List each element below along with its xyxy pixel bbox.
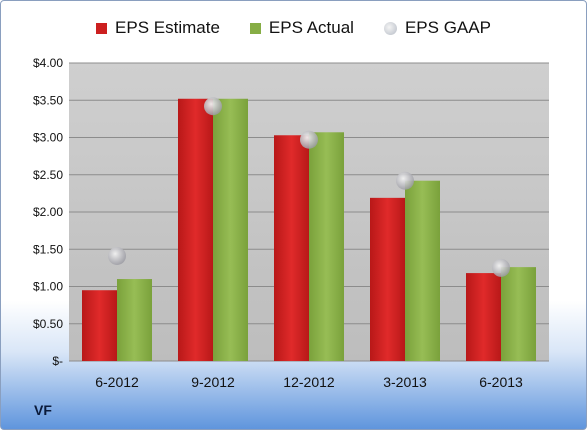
y-tick-label: $3.00 bbox=[33, 131, 63, 145]
x-category-label: 3-2013 bbox=[383, 374, 427, 390]
x-category-label: 6-2013 bbox=[479, 374, 523, 390]
y-tick-label: $2.00 bbox=[33, 205, 63, 219]
company-label: VF bbox=[34, 402, 52, 418]
x-category-label: 9-2012 bbox=[191, 374, 235, 390]
y-tick-label: $4.00 bbox=[33, 56, 63, 70]
bar-eps-actual bbox=[405, 180, 440, 361]
y-tick-label: $0.50 bbox=[33, 317, 63, 331]
legend-item-eps-gaap: EPS GAAP bbox=[383, 18, 491, 38]
bar-eps-estimate bbox=[274, 135, 309, 361]
marker-eps-gaap bbox=[108, 246, 126, 265]
bar-eps-actual bbox=[117, 279, 152, 361]
bar-eps-actual bbox=[309, 132, 344, 361]
marker-eps-gaap bbox=[204, 97, 222, 116]
marker-eps-gaap bbox=[300, 130, 318, 149]
y-tick-label: $1.00 bbox=[33, 280, 63, 294]
bar-eps-estimate bbox=[370, 197, 405, 361]
marker-eps-gaap bbox=[396, 171, 414, 190]
legend-swatch-eps-estimate bbox=[96, 22, 108, 34]
legend-label-eps-estimate: EPS Estimate bbox=[115, 18, 220, 37]
legend-swatch-eps-actual bbox=[249, 22, 261, 34]
bar-eps-estimate bbox=[82, 290, 117, 361]
x-category-label: 12-2012 bbox=[283, 374, 335, 390]
y-tick-label: $3.50 bbox=[33, 93, 63, 107]
bar-eps-actual bbox=[501, 267, 536, 361]
legend: EPS Estimate EPS Actual EPS GAAP bbox=[1, 18, 586, 38]
legend-item-eps-actual: EPS Actual bbox=[249, 18, 354, 38]
legend-item-eps-estimate: EPS Estimate bbox=[96, 18, 220, 38]
bar-eps-actual bbox=[213, 98, 248, 361]
legend-label-eps-actual: EPS Actual bbox=[268, 18, 354, 37]
y-tick-label: $2.50 bbox=[33, 168, 63, 182]
legend-label-eps-gaap: EPS GAAP bbox=[404, 18, 491, 37]
y-tick-label: $1.50 bbox=[33, 242, 63, 256]
bar-eps-estimate bbox=[466, 273, 501, 361]
y-tick-label: $- bbox=[52, 354, 63, 368]
legend-marker-eps-gaap bbox=[383, 21, 397, 35]
marker-eps-gaap bbox=[492, 258, 510, 277]
bar-eps-estimate bbox=[178, 98, 213, 361]
x-category-label: 6-2012 bbox=[95, 374, 139, 390]
